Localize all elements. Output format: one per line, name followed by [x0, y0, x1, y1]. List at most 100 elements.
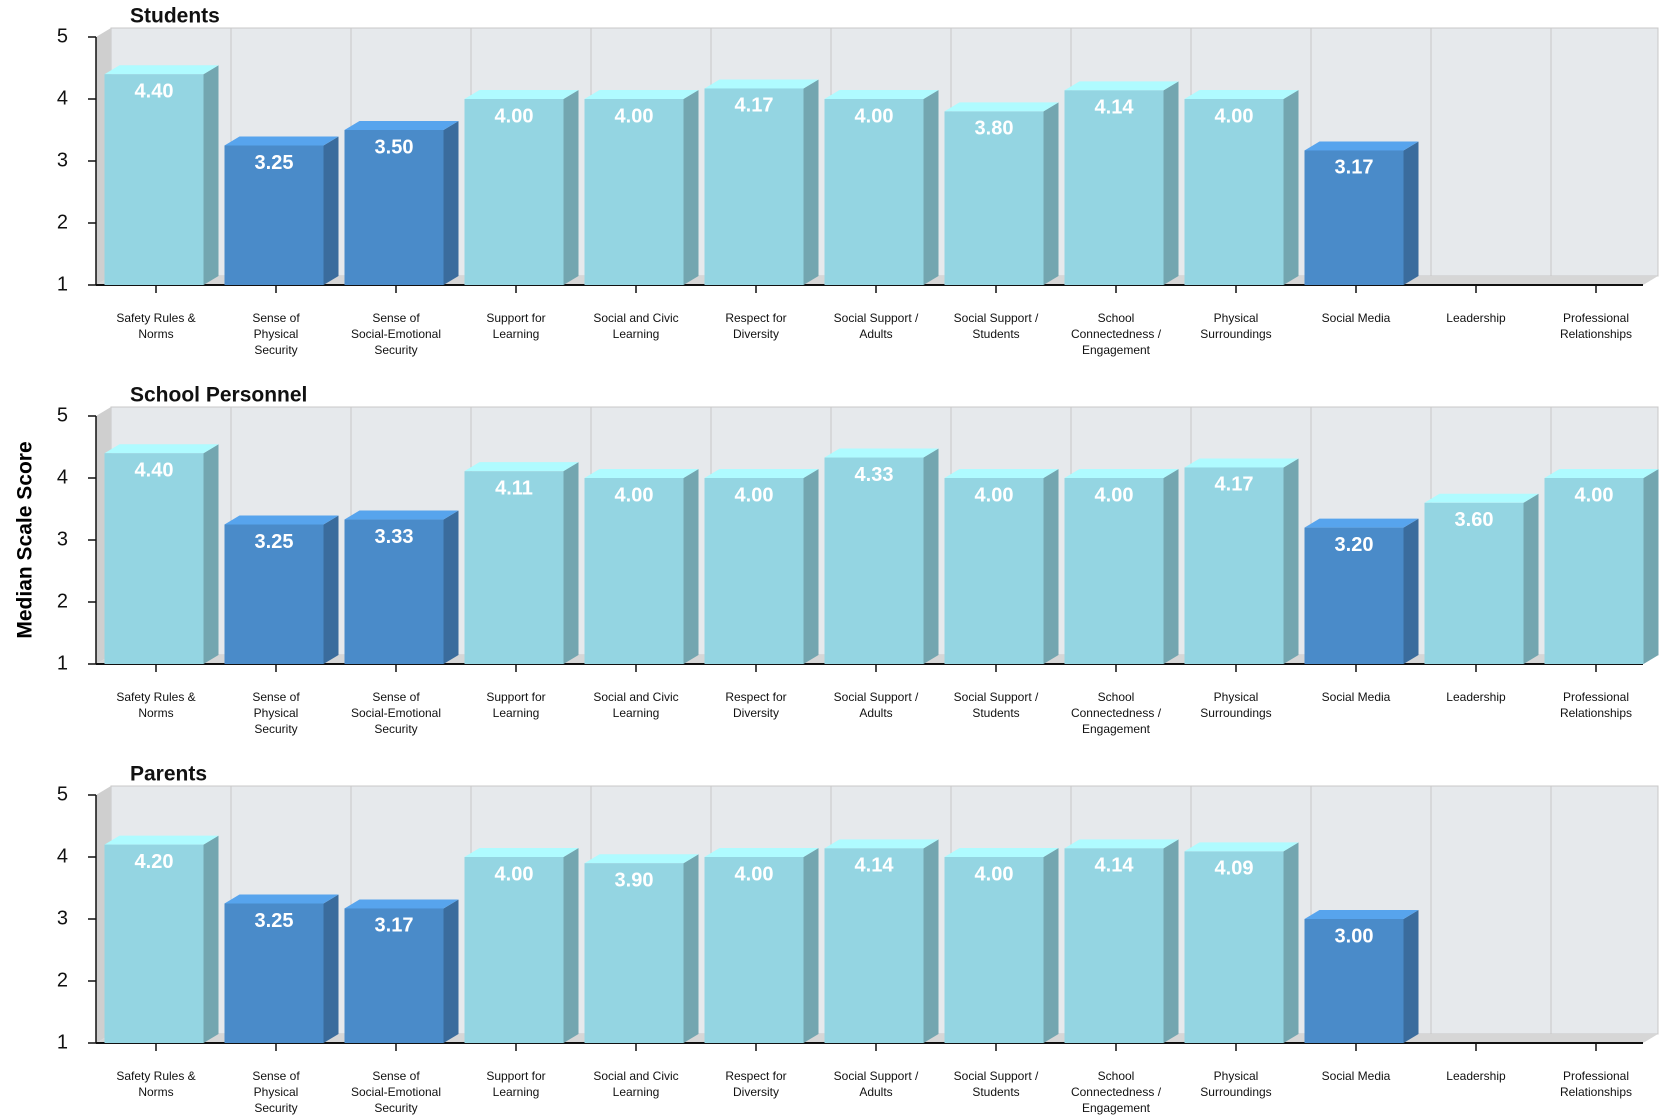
x-tick-label: Social Media	[1322, 311, 1391, 325]
x-tick-label: Sense of Social-Emotional Security	[351, 1069, 441, 1115]
value-label: 4.00	[855, 105, 894, 127]
x-tick-label: Social Media	[1322, 1069, 1391, 1083]
bar-side	[1283, 458, 1299, 664]
bar-side	[1403, 518, 1419, 664]
bar-top	[344, 510, 459, 520]
value-label: 4.14	[855, 855, 895, 877]
bar-side	[323, 515, 339, 664]
bar	[704, 857, 804, 1043]
value-label: 4.00	[975, 484, 1014, 506]
x-tick-label: Leadership	[1446, 311, 1506, 325]
bar-top	[224, 894, 339, 904]
x-tick-label: Social and Civic Learning	[593, 690, 678, 720]
value-label: 3.17	[1335, 157, 1374, 179]
value-label: 4.33	[855, 464, 894, 486]
value-label: 4.00	[495, 863, 534, 885]
chart-title: School Personnel	[130, 384, 307, 407]
bar	[104, 453, 204, 664]
bar-top	[824, 448, 939, 458]
value-label: 4.17	[1215, 474, 1254, 496]
bar-top	[1304, 141, 1419, 151]
bar	[1304, 150, 1404, 285]
bar-top	[944, 848, 1059, 857]
x-tick-label: Physical Surroundings	[1200, 1069, 1271, 1099]
x-tick-label: Sense of Social-Emotional Security	[351, 311, 441, 357]
bar-top	[104, 835, 219, 845]
bar	[224, 524, 324, 664]
value-label: 3.25	[255, 910, 294, 932]
value-label: 4.20	[135, 851, 174, 873]
value-label: 4.00	[975, 863, 1014, 885]
bar	[224, 903, 324, 1043]
value-label: 3.20	[1335, 534, 1374, 556]
bar-side	[1163, 81, 1179, 285]
y-tick-label: 4	[57, 466, 68, 488]
x-tick-label: Social Support / Students	[954, 1069, 1039, 1099]
bar	[1304, 527, 1404, 664]
bar-side	[563, 848, 579, 1043]
y-tick-label: 2	[57, 590, 68, 612]
value-label: 4.00	[735, 863, 774, 885]
y-tick-label: 3	[57, 149, 68, 171]
bar	[824, 99, 924, 285]
bar-side	[563, 90, 579, 285]
y-tick-label: 5	[57, 404, 68, 426]
x-tick-label: Professional Relationships	[1560, 1069, 1632, 1099]
x-tick-label: Social and Civic Learning	[593, 1069, 678, 1099]
bar	[1424, 502, 1524, 664]
bar-side	[563, 462, 579, 664]
bar	[344, 519, 444, 664]
y-tick-label: 2	[57, 211, 68, 233]
y-tick-label: 5	[57, 25, 68, 47]
bar-top	[704, 848, 819, 857]
bar-side	[443, 121, 459, 285]
value-label: 3.90	[615, 869, 654, 891]
bar-top	[584, 854, 699, 864]
bar	[584, 99, 684, 285]
bar	[224, 145, 324, 285]
bar-side	[1403, 910, 1419, 1043]
value-label: 3.33	[375, 526, 414, 548]
x-tick-label: Physical Surroundings	[1200, 690, 1271, 720]
bar-top	[1184, 90, 1299, 99]
bar-top	[704, 469, 819, 478]
x-tick-label: Social and Civic Learning	[593, 311, 678, 341]
bar-side	[1523, 493, 1539, 664]
bar-top	[824, 90, 939, 99]
value-label: 4.17	[735, 95, 774, 117]
bar-side	[923, 839, 939, 1043]
x-tick-label: Safety Rules & Norms	[116, 311, 195, 341]
bar-side	[1163, 469, 1179, 664]
bar-side	[1283, 90, 1299, 285]
x-tick-label: Safety Rules & Norms	[116, 690, 195, 720]
value-label: 4.00	[495, 105, 534, 127]
bar	[584, 478, 684, 664]
bar	[1064, 90, 1164, 285]
bar-top	[224, 136, 339, 146]
bar	[344, 130, 444, 285]
bar-side	[803, 469, 819, 664]
bar-top	[1064, 839, 1179, 849]
bar-side	[1043, 469, 1059, 664]
x-tick-label: Physical Surroundings	[1200, 311, 1271, 341]
bar-side	[683, 854, 699, 1043]
bar-top	[584, 90, 699, 99]
value-label: 3.60	[1455, 509, 1494, 531]
y-axis-label: Median Scale Score	[14, 441, 37, 638]
bar-top	[1544, 469, 1659, 478]
x-tick-label: Professional Relationships	[1560, 311, 1632, 341]
bar-side	[203, 444, 219, 664]
bar-side	[803, 848, 819, 1043]
value-label: 3.80	[975, 118, 1014, 140]
bar-top	[104, 444, 219, 454]
bar-side	[1643, 469, 1659, 664]
y-tick-label: 1	[57, 652, 68, 674]
value-label: 4.09	[1215, 858, 1254, 880]
bar	[1544, 478, 1644, 664]
bar-side	[923, 90, 939, 285]
value-label: 3.00	[1335, 925, 1374, 947]
bar	[944, 857, 1044, 1043]
x-tick-label: Social Support / Adults	[834, 690, 919, 720]
bar-top	[1304, 910, 1419, 919]
value-label: 4.00	[1095, 484, 1134, 506]
